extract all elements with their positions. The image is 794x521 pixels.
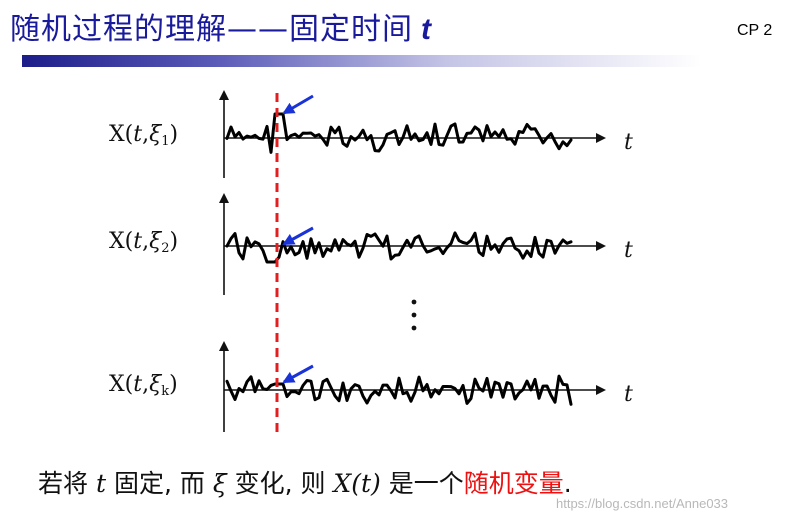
watermark: https://blog.csdn.net/Anne033 xyxy=(556,496,729,511)
slide-title: 随机过程的理解——固定时间 t xyxy=(10,4,432,48)
caption: 若将 t 固定, 而 ξ 变化, 则 X(t) 是一个随机变量. xyxy=(38,469,572,498)
row2-label: X(t,ξ2) xyxy=(109,229,179,256)
ellipsis-dot xyxy=(411,325,417,331)
title-underline-bar xyxy=(22,55,794,67)
ellipsis-dot xyxy=(411,299,417,305)
pointer-arrow-row1 xyxy=(282,94,314,115)
row2-sample-waveform xyxy=(225,231,573,264)
ellipsis-dot xyxy=(411,312,417,318)
page-label: CP 2 xyxy=(737,22,773,39)
row1-sample-waveform xyxy=(225,112,573,154)
slide-title-variable: t xyxy=(421,13,432,46)
row3-t-axis-label: t xyxy=(624,382,633,407)
row1-label: X(t,ξ1) xyxy=(109,122,179,149)
pointer-arrow-row3 xyxy=(282,364,314,384)
slide-title-text: 随机过程的理解——固定时间 xyxy=(10,12,413,47)
row1-t-axis-label: t xyxy=(624,130,633,155)
row2-t-axis-label: t xyxy=(624,238,633,263)
caption-highlight: 随机变量 xyxy=(463,469,564,498)
row3-sample-waveform xyxy=(225,374,573,406)
row3-label: X(t,ξk) xyxy=(109,372,178,399)
pointer-arrow-row2 xyxy=(282,226,314,246)
